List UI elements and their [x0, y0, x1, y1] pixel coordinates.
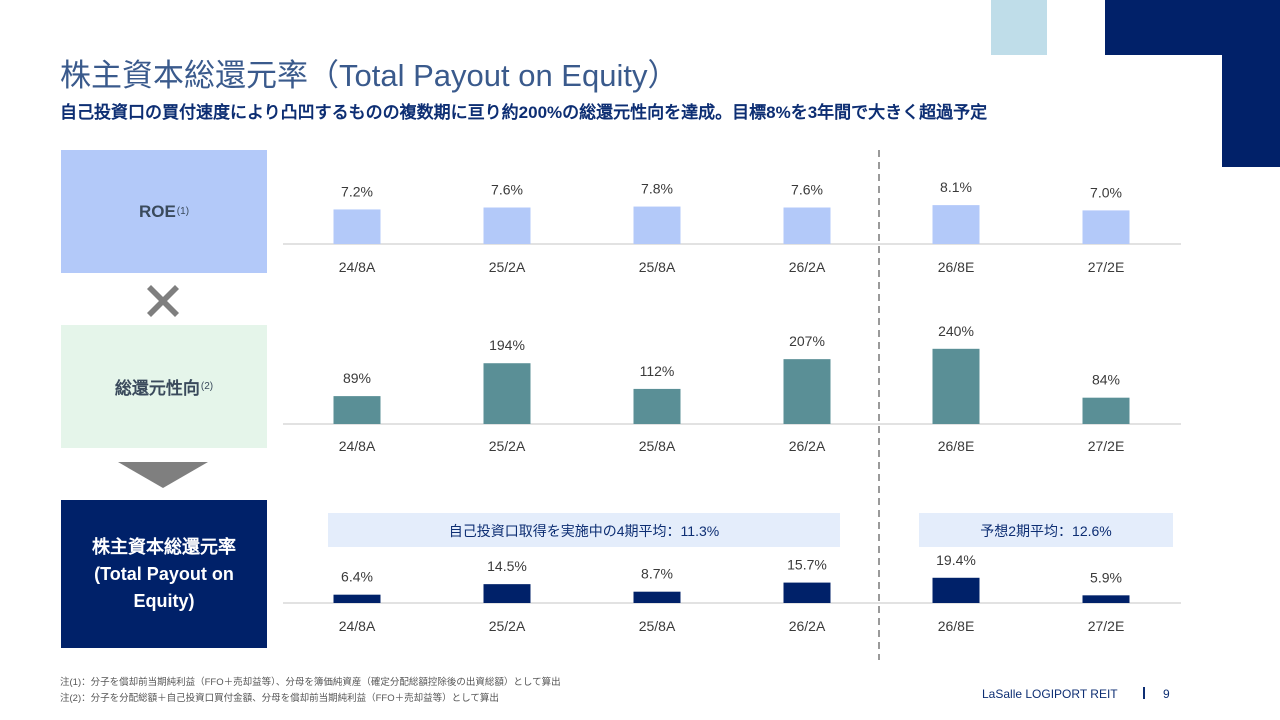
tpoe-bar: [932, 577, 980, 603]
tpoe-category-label: 26/8E: [938, 618, 975, 634]
decor-light-block: [991, 0, 1047, 55]
roe-category-label: 27/2E: [1088, 259, 1125, 275]
roe-data-label: 7.6%: [491, 182, 523, 198]
roe-label-box: ROE (1): [61, 150, 267, 273]
payout-bar: [333, 396, 381, 424]
footnote-1: 注(1)：分子を償却前当期純利益（FFO＋売却益等）、分母を簿価純資産（確定分配…: [60, 677, 561, 688]
tpoe-category-label: 26/2A: [789, 618, 826, 634]
footer-brand: LaSalle LOGIPORT REIT: [982, 687, 1118, 701]
tpoe-bar: [633, 591, 681, 603]
multiply-icon: [147, 285, 179, 317]
roe-category-label: 26/2A: [789, 259, 826, 275]
tpoe-label-line3: Equity): [133, 590, 195, 611]
roe-bar: [783, 207, 831, 244]
roe-data-label: 7.0%: [1090, 184, 1122, 200]
roe-bar: [1082, 210, 1130, 244]
payout-data-label: 207%: [789, 333, 825, 349]
tpoe-category-label: 25/8A: [639, 618, 676, 634]
payout-category-label: 25/2A: [489, 438, 526, 454]
page-number: 9: [1163, 687, 1170, 701]
payout-bar: [932, 348, 980, 424]
payout-bar: [483, 363, 531, 424]
roe-category-label: 25/8A: [639, 259, 676, 275]
tpoe-data-label: 6.4%: [341, 569, 373, 585]
tpoe-data-label: 5.9%: [1090, 569, 1122, 585]
roe-category-label: 26/8E: [938, 259, 975, 275]
payout-data-label: 240%: [938, 323, 974, 339]
tpoe-category-label: 27/2E: [1088, 618, 1125, 634]
footnote-2: 注(2)：分子を分配総額＋自己投資口買付金額、分母を償却前当期純利益（FFO＋売…: [60, 693, 499, 704]
payout-category-label: 27/2E: [1088, 438, 1125, 454]
payout-category-label: 25/8A: [639, 438, 676, 454]
avg-band-2-period: [919, 513, 1173, 547]
roe-data-label: 7.6%: [791, 182, 823, 198]
payout-data-label: 112%: [640, 363, 675, 379]
tpoe-bar: [1082, 595, 1130, 603]
roe-note-marker: (1): [176, 206, 190, 217]
payout-data-label: 194%: [489, 337, 525, 353]
roe-label: ROE: [138, 201, 176, 221]
payout-label-box: 総還元性向 (2): [61, 325, 267, 448]
roe-bar: [483, 207, 531, 244]
tpoe-bar: [483, 584, 531, 603]
tpoe-data-label: 19.4%: [936, 552, 976, 568]
tpoe-label-line2: (Total Payout on: [94, 563, 234, 584]
tpoe-bar: [333, 594, 381, 603]
roe-bar: [633, 206, 681, 244]
payout-note-marker: (2): [200, 381, 214, 392]
payout-bar: [1082, 397, 1130, 424]
tpoe-label-box: 株主資本総還元率 (Total Payout on Equity): [61, 500, 267, 648]
roe-bar: [932, 205, 980, 244]
page-title: 株主資本総還元率（Total Payout on Equity）: [60, 58, 679, 93]
roe-data-label: 8.1%: [940, 179, 972, 195]
roe-bar: [333, 209, 381, 244]
payout-category-label: 24/8A: [339, 438, 376, 454]
tpoe-category-label: 24/8A: [339, 618, 376, 634]
payout-category-label: 26/2A: [789, 438, 826, 454]
tpoe-data-label: 14.5%: [487, 558, 527, 574]
roe-category-label: 25/2A: [489, 259, 526, 275]
decor-navy-block-top: [1105, 0, 1280, 55]
tpoe-label-line1: 株主資本総還元率: [92, 536, 236, 557]
avg-band-4-period: [328, 513, 840, 547]
payout-label: 総還元性向: [114, 379, 200, 398]
roe-category-label: 24/8A: [339, 259, 376, 275]
tpoe-data-label: 15.7%: [787, 557, 827, 573]
payout-data-label: 89%: [343, 370, 371, 386]
avg-label-2-period: 予想2期平均：12.6%: [980, 523, 1111, 539]
tpoe-data-label: 8.7%: [641, 566, 673, 582]
avg-label-4-period: 自己投資口取得を実施中の4期平均：11.3%: [449, 523, 719, 539]
payout-bar: [783, 359, 831, 424]
payout-data-label: 84%: [1092, 372, 1120, 388]
page-subtitle: 自己投資口の買付速度により凸凹するものの複数期に亘り約200%の総還元性向を達成…: [60, 103, 988, 122]
roe-data-label: 7.8%: [641, 181, 673, 197]
arrow-down-icon: [118, 462, 208, 488]
tpoe-bar: [783, 582, 831, 603]
roe-data-label: 7.2%: [341, 183, 373, 199]
footer-separator: [1143, 687, 1145, 699]
tpoe-category-label: 25/2A: [489, 618, 526, 634]
decor-navy-block-side: [1222, 55, 1280, 167]
payout-bar: [633, 388, 681, 424]
payout-category-label: 26/8E: [938, 438, 975, 454]
